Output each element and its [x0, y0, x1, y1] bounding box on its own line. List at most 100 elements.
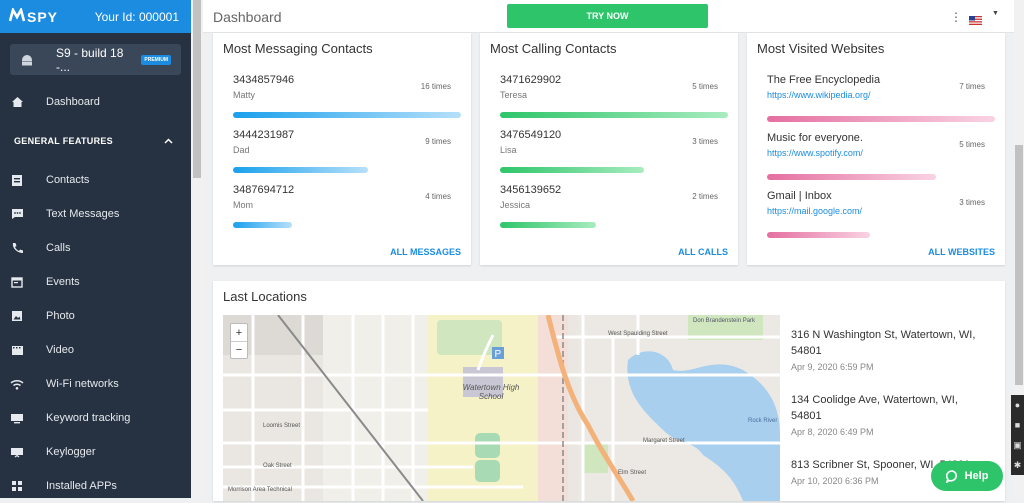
chat-icon: [945, 469, 959, 483]
us-flag-icon[interactable]: [969, 12, 982, 25]
location-date: Apr 8, 2020 6:49 PM: [791, 427, 874, 437]
map-label: Oak Street: [263, 463, 292, 469]
map-canvas: P: [223, 315, 780, 501]
contact-name: Mom: [233, 200, 253, 210]
list-item[interactable]: 3444231987 Dad 9 times: [233, 129, 461, 155]
all-calls-link[interactable]: ALL CALLS: [678, 247, 728, 257]
contact-number: 3456139652: [500, 184, 562, 196]
sidebar-item-label: Keylogger: [46, 446, 96, 458]
progress-bar: [500, 112, 728, 118]
sidebar-item-text-messages[interactable]: Text Messages: [0, 197, 191, 231]
list-item[interactable]: 3434857946 Matty 16 times: [233, 74, 461, 100]
map[interactable]: P Watertown High School Don Brandenstein…: [223, 315, 780, 501]
list-item[interactable]: Gmail | Inbox https://mail.google.com/ 3…: [767, 190, 995, 216]
device-selector[interactable]: S9 - build 18 -... PREMIUM: [10, 44, 181, 75]
sidebar-item-dashboard[interactable]: Dashboard: [0, 85, 191, 119]
camera-icon[interactable]: ●: [1014, 400, 1021, 410]
android-icon: [20, 54, 34, 66]
sidebar-item-installed-apps[interactable]: Installed APPs: [0, 469, 191, 503]
wifi-icon: [10, 377, 24, 391]
site-url[interactable]: https://mail.google.com/: [767, 206, 863, 216]
more-options-icon[interactable]: ⋮: [950, 10, 962, 24]
calling-contacts-card: Most Calling Contacts 3471629902 Teresa …: [480, 33, 738, 265]
sidebar-item-photo[interactable]: Photo: [0, 299, 191, 333]
card-title: Most Calling Contacts: [490, 41, 617, 56]
last-locations-card: Last Locations: [213, 281, 1005, 501]
count-label: 2 times: [692, 192, 718, 201]
image-icon[interactable]: ▣: [1013, 440, 1022, 450]
section-label: GENERAL FEATURES: [14, 136, 113, 146]
sidebar-item-calls[interactable]: Calls: [0, 231, 191, 265]
language-dropdown-icon[interactable]: ▼: [992, 10, 999, 17]
site-name: Gmail | Inbox: [767, 190, 832, 202]
location-item[interactable]: 316 N Washington St, Watertown, WI, 5480…: [791, 327, 991, 372]
card-title: Last Locations: [223, 289, 307, 304]
list-item[interactable]: 3487694712 Mom 4 times: [233, 184, 461, 210]
sidebar-item-contacts[interactable]: Contacts: [0, 163, 191, 197]
map-zoom-control: + −: [230, 323, 248, 359]
svg-text:P: P: [495, 349, 502, 360]
contact-name: Matty: [233, 90, 256, 100]
sidebar-item-label: Text Messages: [46, 208, 120, 220]
sidebar-item-label: Photo: [46, 310, 75, 322]
contact-name: Teresa: [500, 90, 528, 100]
try-now-button[interactable]: TRY NOW: [507, 4, 708, 28]
count-label: 9 times: [425, 137, 451, 146]
list-item[interactable]: 3476549120 Lisa 3 times: [500, 129, 728, 155]
video-icon[interactable]: ■: [1014, 420, 1021, 430]
sidebar-item-wifi[interactable]: Wi-Fi networks: [0, 367, 191, 401]
contact-name: Lisa: [500, 145, 517, 155]
zoom-in-button[interactable]: +: [235, 326, 243, 339]
count-label: 5 times: [959, 140, 985, 149]
card-title: Most Visited Websites: [757, 41, 885, 56]
sidebar-scrollbar[interactable]: [191, 0, 203, 498]
map-label: West Spaulding Street: [608, 331, 668, 337]
count-label: 3 times: [692, 137, 718, 146]
site-url[interactable]: https://www.spotify.com/: [767, 148, 863, 158]
contact-number: 3476549120: [500, 129, 562, 141]
page-scrollbar[interactable]: [1014, 0, 1024, 498]
apps-icon: [10, 479, 24, 493]
list-item[interactable]: 3471629902 Teresa 5 times: [500, 74, 728, 100]
side-toolbar: ● ■ ▣ ✱: [1011, 395, 1024, 475]
list-item[interactable]: Music for everyone. https://www.spotify.…: [767, 132, 995, 158]
list-item[interactable]: 3456139652 Jessica 2 times: [500, 184, 728, 210]
zoom-out-button[interactable]: −: [231, 341, 247, 358]
sidebar-item-events[interactable]: Events: [0, 265, 191, 299]
sidebar-item-keyword-tracking[interactable]: Keyword tracking: [0, 401, 191, 435]
settings-icon[interactable]: ✱: [1013, 460, 1022, 470]
location-date: Apr 10, 2020 6:36 PM: [791, 476, 879, 486]
progress-bar: [767, 232, 870, 238]
general-features-section[interactable]: GENERAL FEATURES: [0, 119, 191, 163]
list-item[interactable]: The Free Encyclopedia https://www.wikipe…: [767, 74, 995, 100]
site-name: The Free Encyclopedia: [767, 74, 881, 86]
sidebar-item-video[interactable]: Video: [0, 333, 191, 367]
map-label: Loomis Street: [263, 423, 301, 429]
progress-bar: [233, 112, 461, 118]
photo-icon: [10, 309, 24, 323]
all-messages-link[interactable]: ALL MESSAGES: [390, 247, 461, 257]
sidebar-item-label: Events: [46, 276, 80, 288]
m-logo-icon: [8, 6, 26, 26]
location-date: Apr 9, 2020 6:59 PM: [791, 362, 874, 372]
mspy-logo[interactable]: SPY: [8, 6, 59, 26]
video-icon: [10, 343, 24, 357]
visited-websites-card: Most Visited Websites The Free Encyclope…: [747, 33, 1005, 265]
map-label: Rock River: [748, 418, 778, 424]
count-label: 7 times: [959, 82, 985, 91]
site-url[interactable]: https://www.wikipedia.org/: [767, 90, 871, 100]
location-item[interactable]: 813 Scribner St, Spooner, WI, 54801 Apr …: [791, 457, 991, 486]
sidebar-item-label: Video: [46, 344, 74, 356]
scrollbar-thumb[interactable]: [193, 0, 201, 178]
home-icon: [10, 95, 24, 109]
all-websites-link[interactable]: ALL WEBSITES: [928, 247, 995, 257]
page-title: Dashboard: [213, 9, 282, 25]
location-item[interactable]: 134 Coolidge Ave, Watertown, WI, 54801 A…: [791, 392, 991, 437]
scrollbar-thumb[interactable]: [1015, 145, 1023, 385]
help-button[interactable]: Help: [931, 461, 1003, 491]
sidebar-item-keylogger[interactable]: Keylogger: [0, 435, 191, 469]
sidebar-item-label: Keyword tracking: [46, 412, 131, 424]
logo-text: SPY: [27, 8, 59, 25]
card-title: Most Messaging Contacts: [223, 41, 373, 56]
progress-bar: [233, 167, 368, 173]
